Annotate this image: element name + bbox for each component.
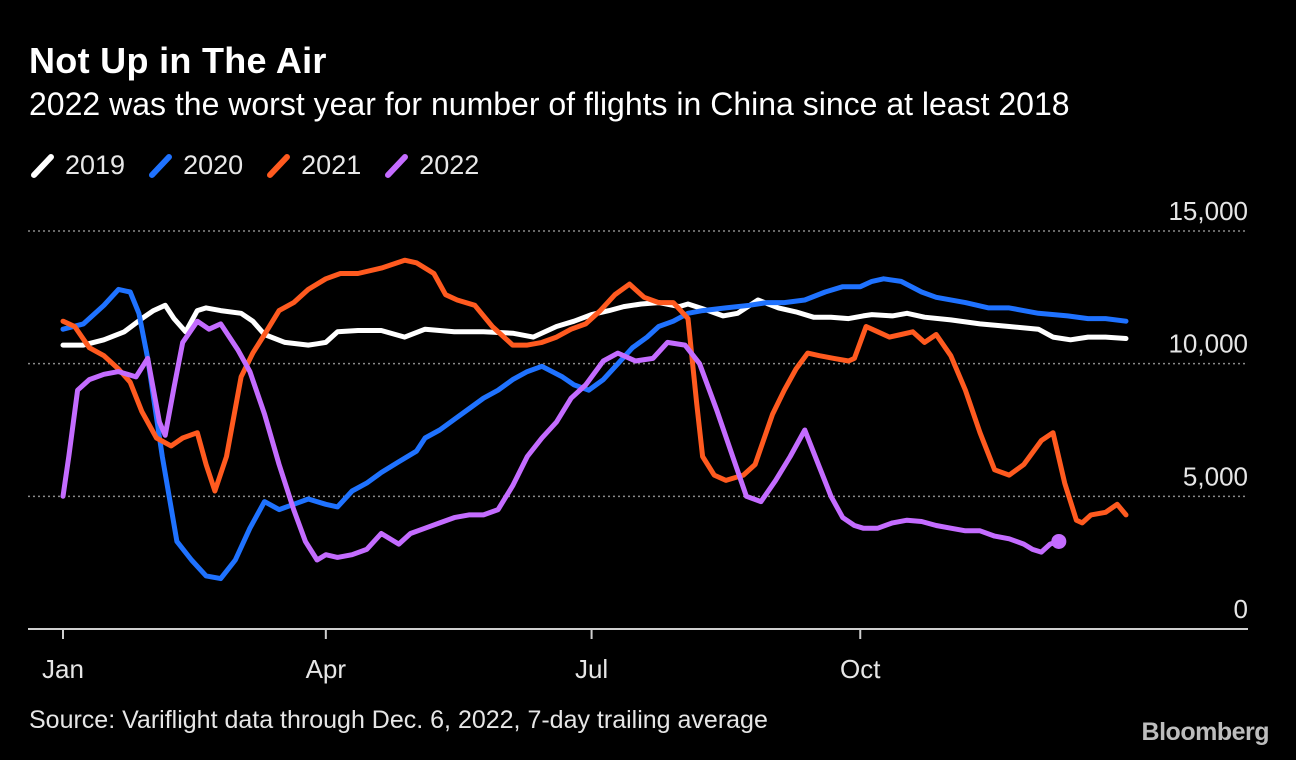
y-tick-label-5000: 5,000 [1183, 461, 1248, 491]
x-tick-label-jan: Jan [42, 654, 84, 684]
legend-swatch-2020 [149, 153, 173, 178]
legend-swatch-line-2019 [31, 153, 54, 178]
x-tick-label-jul: Jul [575, 654, 608, 684]
legend-label-2019: 2019 [65, 150, 126, 180]
legend-item-2021: 2021 [265, 150, 361, 181]
chart-subtitle: 2022 was the worst year for number of fl… [29, 86, 1070, 122]
legend-swatch-line-2021 [267, 153, 291, 178]
series-line-2020 [60, 276, 1129, 582]
legend: 2019 2020 2021 2022 [29, 150, 501, 181]
y-tick-label-10000: 10,000 [1168, 329, 1248, 359]
y-tick-label-0: 0 [1234, 594, 1248, 624]
legend-label-2020: 2020 [183, 150, 244, 180]
y-tick-label-15000: 15,000 [1168, 196, 1248, 226]
legend-swatch-line-2022 [385, 153, 409, 178]
legend-item-2019: 2019 [29, 150, 125, 181]
legend-item-2022: 2022 [383, 150, 479, 181]
legend-label-2022: 2022 [419, 150, 480, 180]
y-axis-ticks: 0 5,000 10,000 15,000 [1168, 196, 1248, 624]
legend-swatch-line-2020 [149, 153, 173, 178]
x-axis-ticks: Jan Apr Jul Oct [42, 629, 881, 684]
x-tick-label-apr: Apr [306, 654, 347, 684]
series-line-2022 [60, 318, 1062, 563]
legend-swatch-2021 [267, 153, 291, 178]
bloomberg-logo: Bloomberg [1141, 718, 1270, 746]
gridlines [28, 230, 1248, 498]
flights-line-chart: 0 5,000 10,000 15,000 Jan Apr Jul Oct [28, 196, 1248, 684]
series-line-2019 [60, 297, 1129, 348]
chart-title: Not Up in The Air [29, 40, 327, 81]
x-tick-label-oct: Oct [840, 654, 881, 684]
series-endpoint-2022 [1051, 533, 1067, 549]
series-lines [60, 257, 1129, 582]
legend-swatch-2022 [385, 153, 409, 178]
legend-item-2020: 2020 [147, 150, 243, 181]
legend-swatch-2019 [31, 153, 54, 178]
legend-label-2021: 2021 [301, 150, 362, 180]
series-line-2021 [60, 257, 1129, 526]
source-note: Source: Variflight data through Dec. 6, … [29, 706, 768, 734]
